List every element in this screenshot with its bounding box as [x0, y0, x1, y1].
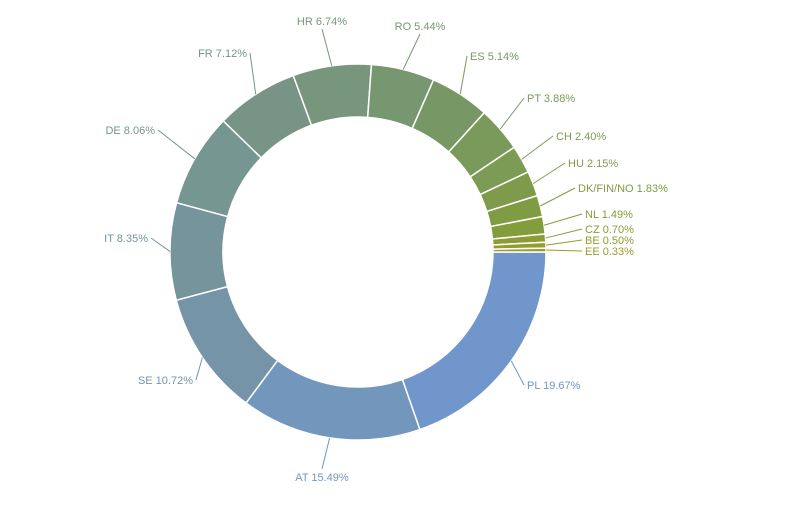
leader-line-it — [150, 237, 171, 252]
label-cz: CZ 0.70% — [585, 224, 634, 236]
label-hu: HU 2.15% — [568, 158, 618, 170]
label-pl: PL 19.67% — [527, 380, 581, 392]
label-it: IT 8.35% — [104, 233, 148, 245]
leader-line-se — [195, 357, 203, 381]
leader-line-ee — [545, 249, 583, 252]
leader-line-dk-fin-no — [540, 187, 576, 207]
label-es: ES 5.14% — [470, 51, 519, 63]
slice-ee[interactable] — [492, 247, 547, 253]
leader-line-ro — [402, 33, 421, 70]
leader-line-at — [321, 437, 331, 470]
label-fr: FR 7.12% — [198, 48, 247, 60]
label-ro: RO 5.44% — [395, 21, 446, 33]
label-ch: CH 2.40% — [556, 131, 606, 143]
leader-line-nl — [543, 213, 583, 226]
label-de: DE 8.06% — [105, 125, 155, 137]
label-hr: HR 6.74% — [297, 16, 347, 28]
leader-line-ch — [521, 135, 554, 160]
slice-at[interactable] — [244, 359, 421, 441]
donut-segments — [169, 63, 547, 441]
leader-line-fr — [249, 52, 257, 95]
leader-line-cz — [545, 228, 583, 239]
label-se: SE 10.72% — [138, 375, 193, 387]
label-at: AT 15.49% — [295, 472, 349, 484]
leader-line-hr — [321, 28, 333, 66]
label-dk-fin-no: DK/FIN/NO 1.83% — [578, 183, 668, 195]
label-pt: PT 3.88% — [527, 93, 575, 105]
label-nl: NL 1.49% — [585, 209, 633, 221]
leader-line-pt — [499, 97, 525, 130]
slice-pl[interactable] — [401, 251, 547, 431]
label-ee: EE 0.33% — [585, 246, 634, 258]
leader-line-pl — [510, 360, 525, 386]
label-be: BE 0.50% — [585, 235, 634, 247]
slice-it[interactable] — [169, 201, 229, 302]
leader-line-de — [157, 129, 196, 160]
leader-line-be — [545, 239, 583, 246]
leader-line-es — [459, 55, 468, 95]
slice-labels: PL 19.67% AT 15.49% SE 10.72% IT 8.35% DE 8.… — [104, 16, 668, 484]
leader-line-hu — [532, 162, 566, 185]
